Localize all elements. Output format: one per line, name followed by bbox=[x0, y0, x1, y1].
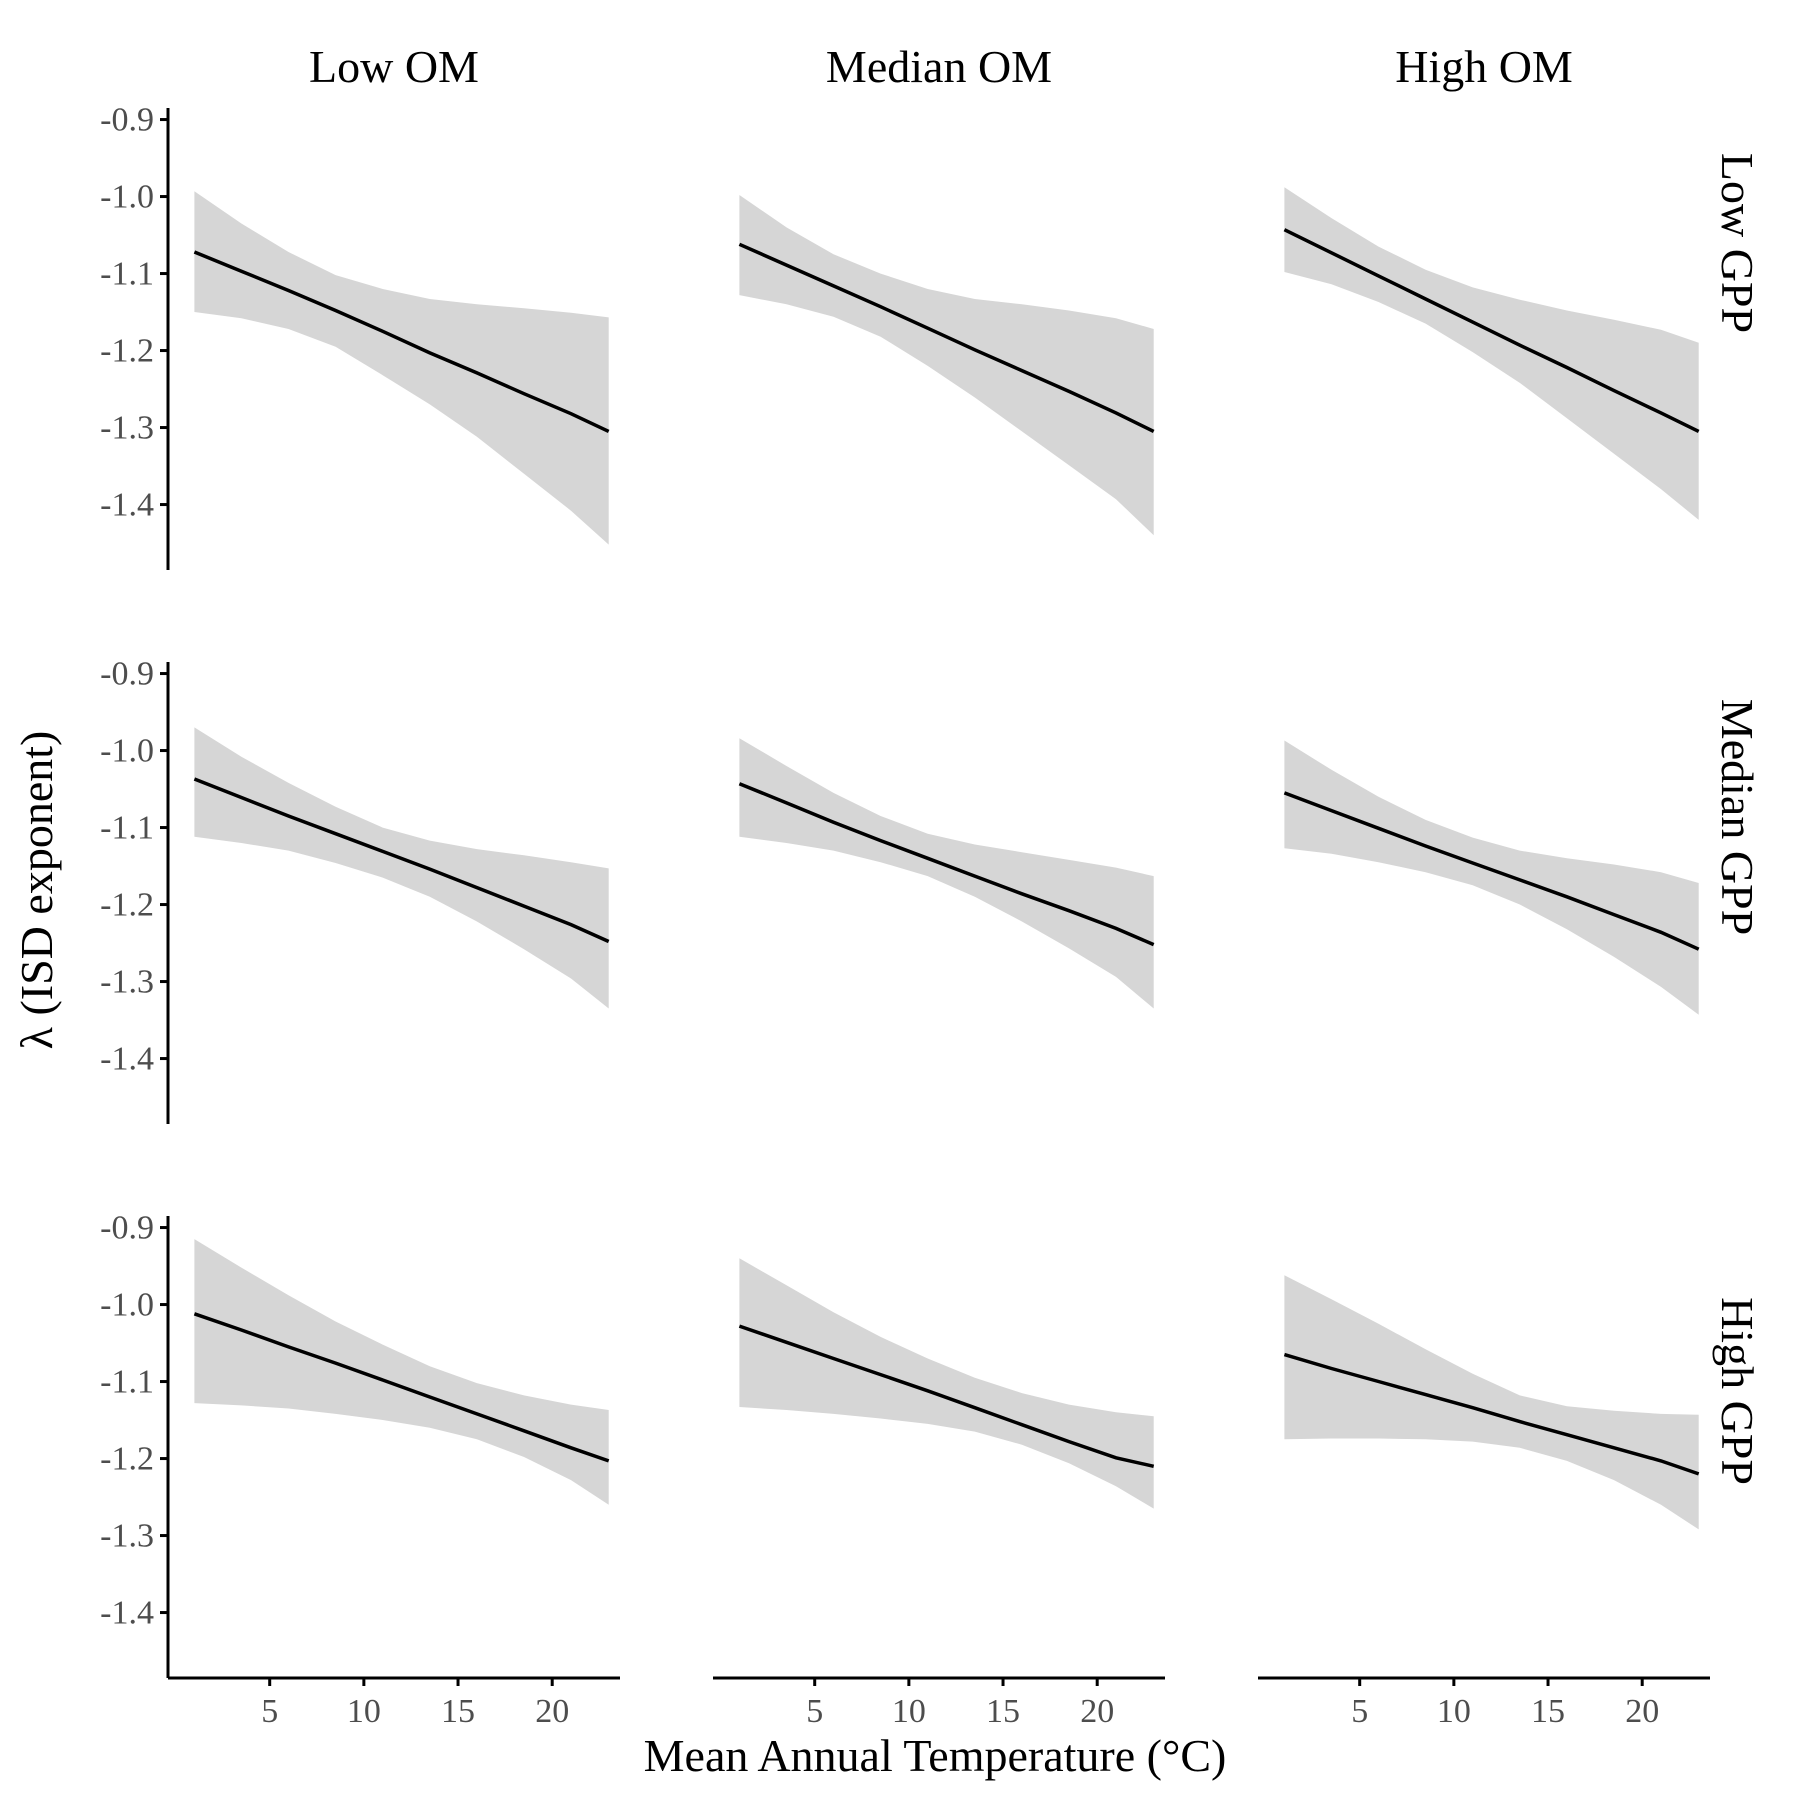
panel-r2-c0: -0.9 -1.0 -1.1 -1.2 -1.3 -1.4 5 10 15 20 bbox=[100, 1210, 620, 1730]
x-tick-label: 15 bbox=[441, 1693, 475, 1730]
panel-r0-c0: -0.9 -1.0 -1.1 -1.2 -1.3 -1.4 bbox=[100, 102, 610, 570]
fit-line bbox=[1283, 1352, 1700, 1476]
x-tick-label: 5 bbox=[261, 1693, 278, 1730]
fit-line bbox=[738, 242, 1155, 433]
panel-grid: -0.9 -1.0 -1.1 -1.2 -1.3 -1.4 -0.9 -1.0 -1.1 -1.2… bbox=[100, 102, 1710, 1730]
y-tick-label: -1.4 bbox=[100, 1595, 154, 1632]
x-axis-title: Mean Annual Temperature (°C) bbox=[644, 1730, 1227, 1781]
fit-line bbox=[738, 1324, 1155, 1469]
x-tick-label: 20 bbox=[535, 1693, 569, 1730]
row-label: Median GPP bbox=[1712, 699, 1763, 935]
y-tick-label: -0.9 bbox=[100, 1210, 154, 1247]
confidence-ribbon bbox=[739, 738, 1154, 1009]
column-label: High OM bbox=[1395, 41, 1573, 92]
y-tick-label: -1.1 bbox=[100, 810, 154, 847]
y-tick-label: -1.4 bbox=[100, 1041, 154, 1078]
panel-r2-c1: 5 10 15 20 bbox=[713, 1258, 1165, 1730]
y-axis-title: λ (ISD exponent) bbox=[11, 731, 62, 1050]
y-tick-label: -1.1 bbox=[100, 1364, 154, 1401]
y-tick-label: -1.2 bbox=[100, 1441, 154, 1478]
x-tick-label: 5 bbox=[1351, 1693, 1368, 1730]
panel-r2-c2: 5 10 15 20 bbox=[1258, 1275, 1710, 1730]
fit-line bbox=[1283, 228, 1700, 433]
panel-r0-c2 bbox=[1283, 187, 1700, 520]
y-tick-label: -1.4 bbox=[100, 487, 154, 524]
confidence-ribbon bbox=[1284, 1275, 1699, 1530]
fit-line bbox=[1283, 791, 1700, 951]
panel-r0-c1 bbox=[738, 195, 1155, 536]
confidence-ribbon bbox=[1284, 187, 1699, 520]
x-tick-label: 5 bbox=[806, 1693, 823, 1730]
confidence-ribbon bbox=[1284, 740, 1699, 1015]
y-tick-label: -0.9 bbox=[100, 656, 154, 693]
panel-r1-c0: -0.9 -1.0 -1.1 -1.2 -1.3 -1.4 bbox=[100, 656, 610, 1124]
x-tick-label: 10 bbox=[347, 1693, 381, 1730]
row-label: Low GPP bbox=[1712, 153, 1763, 333]
panel-r1-c1 bbox=[738, 738, 1155, 1009]
y-tick-label: -1.3 bbox=[100, 1518, 154, 1555]
y-tick-label: -0.9 bbox=[100, 102, 154, 139]
panel-r1-c2 bbox=[1283, 740, 1700, 1015]
y-tick-label: -1.1 bbox=[100, 256, 154, 293]
row-label: High GPP bbox=[1712, 1297, 1763, 1485]
column-label: Median OM bbox=[826, 41, 1052, 92]
x-tick-label: 10 bbox=[892, 1693, 926, 1730]
fit-line bbox=[193, 777, 610, 944]
y-tick-label: -1.0 bbox=[100, 179, 154, 216]
y-tick-label: -1.3 bbox=[100, 410, 154, 447]
x-tick-label: 20 bbox=[1080, 1693, 1114, 1730]
fit-line bbox=[193, 250, 610, 433]
y-tick-label: -1.2 bbox=[100, 333, 154, 370]
y-tick-label: -1.0 bbox=[100, 733, 154, 770]
confidence-ribbon bbox=[739, 195, 1154, 536]
fit-line bbox=[193, 1312, 610, 1463]
x-tick-label: 15 bbox=[986, 1693, 1020, 1730]
y-tick-label: -1.0 bbox=[100, 1287, 154, 1324]
column-facet-labels: Low OM Median OM High OM bbox=[309, 41, 1573, 92]
column-label: Low OM bbox=[309, 41, 479, 92]
x-tick-label: 10 bbox=[1437, 1693, 1471, 1730]
x-tick-label: 20 bbox=[1625, 1693, 1659, 1730]
x-tick-label: 15 bbox=[1531, 1693, 1565, 1730]
confidence-ribbon bbox=[194, 727, 609, 1009]
y-tick-label: -1.2 bbox=[100, 887, 154, 924]
confidence-ribbon bbox=[194, 1239, 609, 1505]
confidence-ribbon bbox=[194, 191, 609, 545]
row-facet-labels: Low GPP Median GPP High GPP bbox=[1712, 153, 1763, 1485]
y-tick-label: -1.3 bbox=[100, 964, 154, 1001]
confidence-ribbon bbox=[739, 1258, 1154, 1509]
fit-line bbox=[738, 782, 1155, 947]
